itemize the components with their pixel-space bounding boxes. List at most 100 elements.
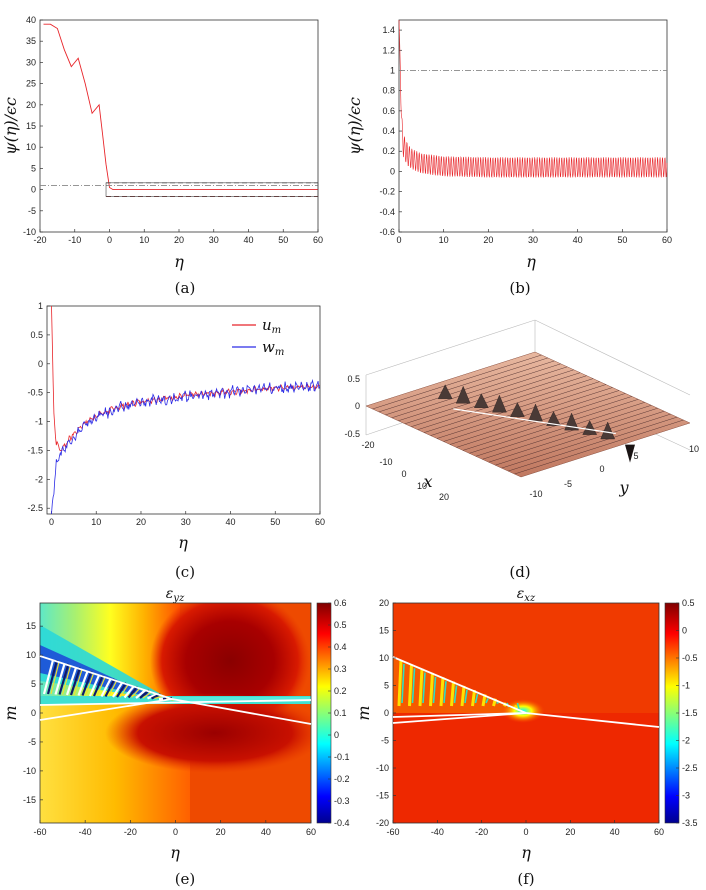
colorbar-tick-label: 0.3	[334, 664, 347, 674]
fringe-cyan	[453, 685, 458, 704]
y-tick-label: -5	[381, 736, 389, 746]
panel-e-fringes	[42, 659, 175, 701]
fringe-dark	[104, 678, 116, 698]
surface-peak	[582, 420, 598, 435]
y-tick-label: 0.6	[382, 106, 395, 116]
fringe-cyan	[432, 676, 437, 704]
surface-gridline	[469, 399, 639, 454]
x-tick-label: -40	[79, 827, 92, 837]
panel-e-caption: (e)	[175, 870, 196, 888]
y-tick-label: -0.6	[379, 227, 395, 237]
x-tick-label: -60	[386, 827, 399, 837]
fringe-yellow	[471, 689, 476, 707]
x-tick-label: 20	[216, 827, 226, 837]
colorbar-tick-label: -0.5	[682, 653, 698, 663]
colorbar-tick-label: 0.5	[682, 598, 695, 608]
x-tick-label: -20	[475, 827, 488, 837]
panel-c-series	[51, 305, 321, 515]
surface-gridline	[391, 363, 561, 419]
x-tick-label: 40	[225, 517, 235, 527]
y-tick-label: -0.4	[379, 207, 395, 217]
x-tick-label: 50	[270, 517, 280, 527]
panel-c-caption: (c)	[175, 563, 195, 581]
panel-e-ylabel: m	[1, 705, 20, 720]
fringe-yellow	[84, 673, 95, 696]
x-tick-label: 0	[523, 827, 528, 837]
y-tick-label: 20	[379, 598, 389, 608]
fringe-light	[42, 659, 55, 695]
y-tick-label: 10	[26, 650, 36, 660]
y-tick-label: 1	[38, 301, 43, 311]
surface-gridline	[488, 407, 658, 463]
fringe-cyan	[422, 672, 426, 704]
panel-e: -60 -40 -20 0 20 40 60 -15 -10 -5 0 5 10 15 -0.4 -0.3 -0…	[1, 586, 350, 888]
y-tick-label: 0	[390, 166, 395, 176]
fringe-light	[147, 693, 157, 700]
colorbar-tick-label: 0.2	[334, 686, 347, 696]
y-tick-label: 10	[379, 653, 389, 663]
fringe-cyan	[464, 689, 468, 704]
surface-highlight	[453, 408, 616, 435]
surface-gridline	[385, 360, 555, 416]
fringe-yellow	[73, 669, 83, 696]
x-tick-label: 30	[181, 517, 191, 527]
x-tick-label: 0	[173, 827, 178, 837]
x-tick-label: 0	[396, 235, 401, 245]
fringe-yellow	[61, 665, 72, 695]
panel-c-legend: um wm	[232, 316, 284, 358]
fringe-light	[135, 689, 146, 699]
panel-b-xlabel: η	[526, 252, 536, 271]
series-psi	[398, 19, 668, 179]
colorbar-tick-label: -0.2	[334, 774, 350, 784]
fringe-yellow	[397, 659, 403, 707]
x-tick-label: 20	[174, 235, 184, 245]
y-tick-label: 15	[26, 121, 36, 131]
colorbar-tick-label: 0	[682, 626, 687, 636]
surface-gridline	[443, 387, 613, 442]
surface-gridline	[514, 419, 684, 475]
x-tick-label: -20	[124, 827, 137, 837]
fringe-cyan	[411, 668, 416, 704]
colorbar-tick-label: 0.4	[334, 642, 347, 652]
y-tick-label: -0.2	[379, 187, 395, 197]
x-tick-label: -40	[431, 827, 444, 837]
x-tick-label: 10	[439, 235, 449, 245]
x-tick-label: 60	[306, 827, 316, 837]
y-tick-label: 15	[26, 621, 36, 631]
surface-gridline	[378, 357, 548, 413]
x-tick-label: 50	[278, 235, 288, 245]
surface-gridline	[495, 410, 665, 466]
panel-a-series	[40, 23, 319, 197]
x-tick-label: 30	[209, 235, 219, 245]
panel-e-ticks: -60 -40 -20 0 20 40 60 -15 -10 -5 0 5 10 15 -0.4 -0.3 -0…	[23, 598, 350, 837]
y-tick-label: 5	[633, 451, 638, 461]
x-tick-label: 40	[261, 827, 271, 837]
panel-f-title: εxz	[517, 586, 536, 604]
panel-f-xlabel: η	[521, 843, 531, 862]
panel-f-ticks: -60 -40 -20 0 20 40 60-20-15-10-505101520-3.5-…	[376, 598, 698, 837]
z-tick-label: 0	[355, 401, 360, 411]
x-tick-label: 40	[610, 827, 620, 837]
legend-u-label: um	[262, 316, 281, 336]
fringe-dark	[46, 659, 59, 695]
surface-gridline	[411, 372, 581, 427]
y-tick-label: 0.5	[30, 330, 43, 340]
y-tick-label: -15	[376, 791, 389, 801]
panel-e-heatmap	[40, 603, 311, 823]
panel-e-xlabel: η	[170, 843, 180, 862]
panel-c-axes-box	[46, 305, 321, 515]
x-tick-label: 20	[136, 517, 146, 527]
x-tick-label: 20	[483, 235, 493, 245]
panel-c: 0 10 20 30 40 50 60 -2.5 -2 -1.5 -1 -0.5 0 0.5 1 um wm…	[27, 301, 325, 581]
panel-b-caption: (b)	[509, 279, 530, 297]
y-tick-label: 10	[689, 444, 699, 454]
surface-peak	[600, 421, 615, 440]
panel-f-fringes	[397, 659, 521, 712]
x-tick-label: -10	[379, 457, 392, 467]
series-psi	[43, 23, 318, 191]
z-tick-label: 0.5	[347, 374, 360, 384]
colorbar-tick-label: -3	[682, 791, 690, 801]
x-tick-label: 0	[107, 235, 112, 245]
y-tick-label: 0	[599, 464, 604, 474]
